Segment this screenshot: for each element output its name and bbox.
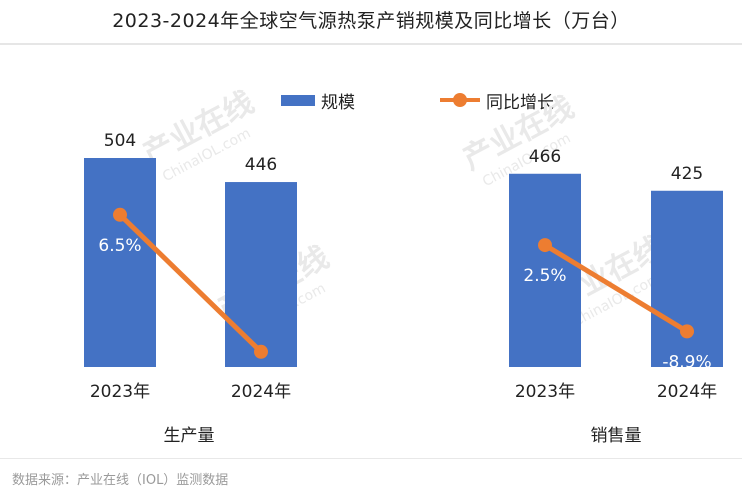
legend-line-marker (453, 93, 467, 107)
category-label: 2024年 (657, 382, 717, 402)
legend-line-swatch (440, 93, 480, 107)
legend-item-bar: 规模 (281, 88, 355, 113)
growth-marker (113, 207, 127, 222)
growth-marker (538, 238, 552, 253)
legend-line-label: 同比增长 (486, 92, 554, 113)
bar-value-label: 446 (245, 155, 277, 175)
footer-divider (0, 458, 742, 459)
category-label: 2023年 (515, 382, 575, 402)
bar-value-label: 504 (104, 131, 136, 151)
bar (651, 190, 723, 367)
category-label: 2023年 (90, 382, 150, 402)
growth-value-label: 6.5% (98, 236, 141, 256)
group-label: 生产量 (164, 426, 215, 446)
growth-value-label: 2.5% (523, 266, 566, 286)
growth-line (542, 242, 690, 334)
legend-bar-label: 规模 (321, 92, 355, 113)
growth-marker (680, 324, 694, 339)
legend-item-line: 同比增长 (440, 88, 554, 113)
growth-value-label: -11.6% (231, 373, 291, 393)
legend-bar-swatch (281, 94, 315, 106)
data-source-note: 数据来源：产业在线（IOL）监测数据 (12, 473, 229, 488)
chart-title: 2023-2024年全球空气源热泵产销规模及同比增长（万台） (112, 10, 630, 32)
growth-value-label: -8.9% (662, 352, 711, 372)
bar-value-label: 425 (671, 164, 703, 184)
title-divider (0, 43, 742, 45)
bar-value-label: 466 (529, 147, 561, 167)
growth-marker (254, 344, 268, 359)
bar (509, 173, 581, 367)
group-label: 销售量 (591, 426, 642, 446)
category-label: 2024年 (231, 382, 291, 402)
bar (225, 182, 297, 367)
growth-line (117, 212, 264, 355)
bar (84, 158, 156, 367)
